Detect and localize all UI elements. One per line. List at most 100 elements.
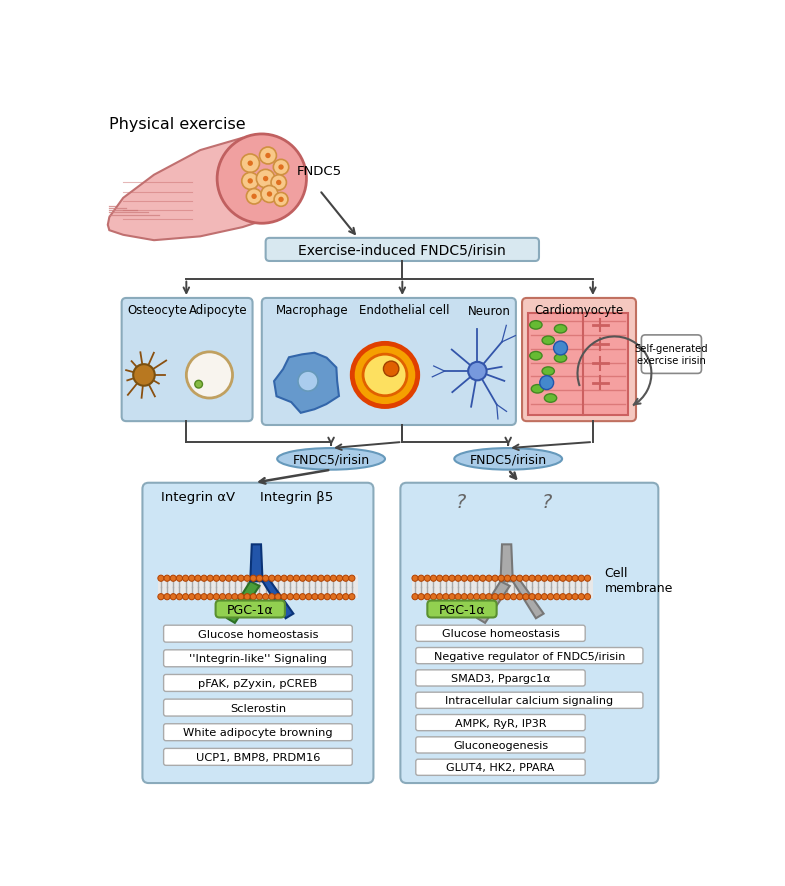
Text: UCP1, BMP8, PRDM16: UCP1, BMP8, PRDM16 (195, 752, 320, 762)
Circle shape (260, 148, 276, 165)
Circle shape (246, 190, 261, 205)
Circle shape (492, 594, 498, 600)
Circle shape (195, 594, 201, 600)
Circle shape (281, 576, 287, 581)
Circle shape (529, 576, 535, 581)
Circle shape (542, 576, 547, 581)
Circle shape (473, 594, 480, 600)
Circle shape (195, 381, 203, 389)
Polygon shape (274, 354, 339, 414)
Circle shape (247, 179, 253, 184)
Circle shape (337, 576, 342, 581)
Text: Osteocyte: Osteocyte (127, 304, 187, 317)
Text: PGC-1α: PGC-1α (227, 602, 273, 616)
Circle shape (443, 594, 449, 600)
Circle shape (287, 594, 294, 600)
FancyBboxPatch shape (522, 299, 636, 422)
FancyBboxPatch shape (641, 336, 702, 374)
Circle shape (257, 576, 262, 581)
Circle shape (318, 576, 324, 581)
Circle shape (276, 181, 281, 186)
Text: Endothelial cell: Endothelial cell (359, 303, 450, 316)
Circle shape (480, 576, 486, 581)
Circle shape (220, 576, 225, 581)
Circle shape (238, 576, 244, 581)
Text: PGC-1α: PGC-1α (439, 602, 485, 616)
Circle shape (553, 342, 568, 355)
Circle shape (436, 594, 443, 600)
Circle shape (342, 594, 349, 600)
Polygon shape (513, 577, 543, 618)
Circle shape (267, 192, 272, 198)
Text: Integrin β5: Integrin β5 (260, 491, 333, 504)
Circle shape (281, 594, 287, 600)
Circle shape (279, 198, 283, 203)
Circle shape (449, 576, 455, 581)
Circle shape (225, 576, 232, 581)
Bar (412, 576, 593, 599)
Circle shape (225, 594, 232, 600)
Circle shape (262, 576, 268, 581)
Polygon shape (262, 577, 294, 618)
Text: Cardiomyocyte: Cardiomyocyte (535, 304, 623, 317)
FancyBboxPatch shape (122, 299, 253, 422)
Circle shape (572, 576, 579, 581)
Ellipse shape (554, 354, 567, 363)
Circle shape (195, 576, 201, 581)
Text: Glucose homeostasis: Glucose homeostasis (198, 629, 318, 639)
Circle shape (566, 576, 572, 581)
Ellipse shape (542, 368, 554, 376)
Ellipse shape (531, 385, 543, 393)
Circle shape (449, 594, 455, 600)
Circle shape (486, 594, 492, 600)
Circle shape (242, 174, 259, 190)
Circle shape (287, 576, 294, 581)
Circle shape (263, 176, 268, 183)
FancyBboxPatch shape (163, 675, 352, 692)
Circle shape (324, 594, 330, 600)
Circle shape (462, 594, 467, 600)
Circle shape (547, 576, 553, 581)
Text: ?: ? (542, 493, 552, 511)
FancyBboxPatch shape (142, 483, 374, 783)
Circle shape (547, 594, 553, 600)
Circle shape (268, 576, 275, 581)
Circle shape (468, 362, 487, 381)
Circle shape (294, 576, 300, 581)
Text: FNDC5/irisin: FNDC5/irisin (293, 453, 370, 466)
Circle shape (238, 594, 244, 600)
Circle shape (232, 576, 238, 581)
Circle shape (473, 576, 480, 581)
Circle shape (579, 576, 584, 581)
Circle shape (579, 594, 584, 600)
Text: Glucose homeostasis: Glucose homeostasis (441, 628, 560, 639)
Circle shape (170, 576, 177, 581)
Circle shape (560, 594, 566, 600)
Circle shape (294, 594, 300, 600)
Text: Adipocyte: Adipocyte (188, 304, 247, 317)
Circle shape (261, 186, 278, 203)
Circle shape (133, 365, 155, 386)
Ellipse shape (544, 394, 557, 403)
FancyBboxPatch shape (265, 238, 539, 261)
Text: Intracellular calcium signaling: Intracellular calcium signaling (445, 696, 613, 705)
Circle shape (177, 594, 182, 600)
Text: Exercise-induced FNDC5/irisin: Exercise-induced FNDC5/irisin (298, 243, 506, 257)
Circle shape (265, 153, 271, 159)
Circle shape (553, 576, 560, 581)
Circle shape (158, 594, 164, 600)
Circle shape (217, 135, 306, 224)
Circle shape (330, 594, 337, 600)
Circle shape (247, 161, 253, 167)
Polygon shape (108, 138, 291, 241)
Text: pFAK, pZyxin, pCREB: pFAK, pZyxin, pCREB (199, 678, 318, 688)
Circle shape (540, 377, 553, 390)
Circle shape (430, 576, 436, 581)
Circle shape (412, 594, 418, 600)
Circle shape (186, 353, 232, 399)
FancyBboxPatch shape (416, 759, 585, 775)
Circle shape (250, 576, 257, 581)
Circle shape (201, 576, 207, 581)
Circle shape (241, 155, 260, 174)
Circle shape (486, 576, 492, 581)
